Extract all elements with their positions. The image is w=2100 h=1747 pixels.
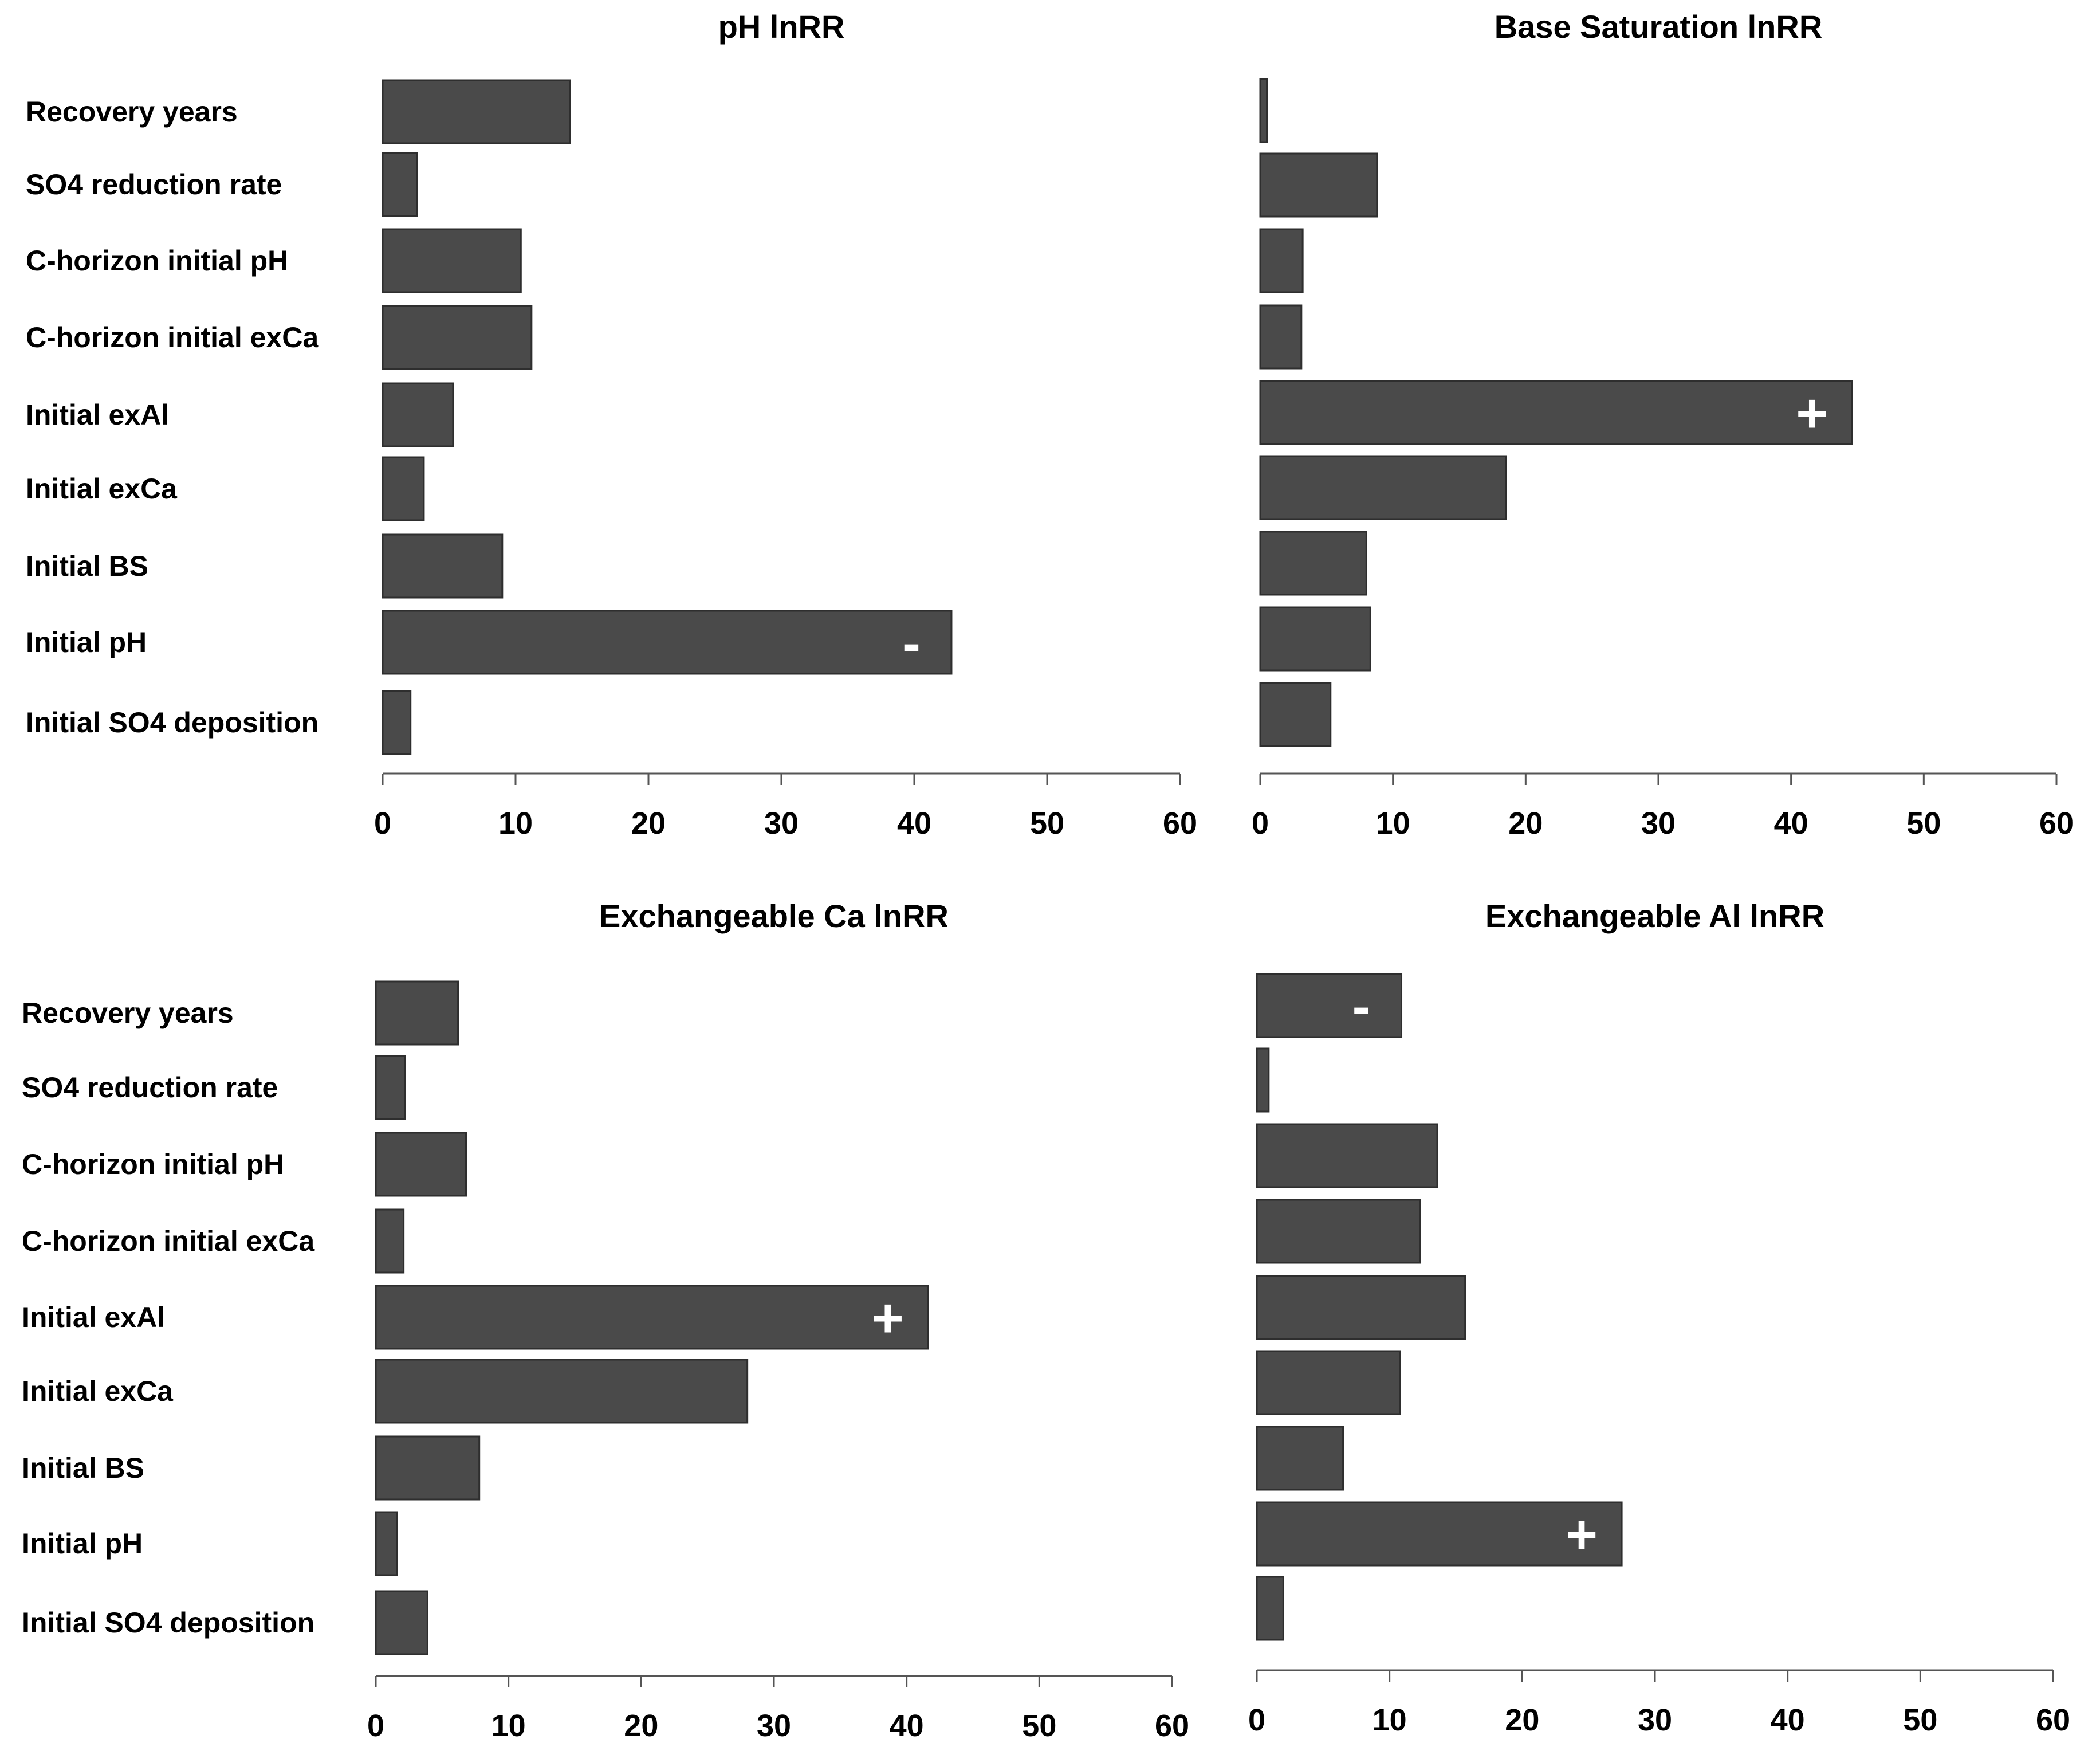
positive-effect-marker: + (1796, 383, 1828, 444)
category-label: C-horizon initial exCa (22, 1225, 315, 1257)
bar-7 (375, 1435, 481, 1501)
bar-1 (382, 79, 571, 144)
category-label: Recovery years (22, 997, 234, 1029)
x-tick-label: 10 (491, 1709, 526, 1743)
bar-9 (375, 1590, 428, 1655)
bar-3 (375, 1132, 467, 1197)
category-label: C-horizon initial exCa (26, 321, 319, 354)
bar-6 (1256, 1350, 1401, 1415)
x-tick-label: 30 (757, 1709, 791, 1743)
category-label: C-horizon initial pH (26, 245, 288, 277)
x-tick-label: 20 (1508, 806, 1543, 841)
category-label: Initial BS (22, 1452, 144, 1484)
bar-1 (1256, 973, 1403, 1038)
chart-title: Exchangeable Ca lnRR (599, 898, 949, 934)
category-label: Initial SO4 deposition (22, 1607, 314, 1639)
bar-3 (1256, 1123, 1438, 1188)
bar-3 (382, 228, 522, 293)
bar-8 (375, 1511, 398, 1576)
category-label: Initial exAl (26, 399, 169, 431)
category-label: Initial pH (26, 626, 147, 658)
x-tick-label: 60 (2039, 806, 2074, 841)
bar-2 (382, 152, 418, 217)
x-tick-label: 40 (1771, 1703, 1805, 1737)
x-tick-label: 20 (631, 806, 666, 841)
bar-9 (1259, 682, 1332, 747)
category-label: Initial exCa (22, 1375, 174, 1407)
x-tick-label: 30 (764, 806, 799, 841)
bar-8 (1256, 1501, 1623, 1567)
x-tick-label: 0 (374, 806, 391, 841)
bar-7 (1259, 531, 1367, 596)
category-label: Recovery years (26, 96, 238, 128)
x-tick-label: 40 (1774, 806, 1808, 841)
bar-4 (375, 1208, 405, 1274)
x-tick-label: 50 (1903, 1703, 1937, 1737)
bar-6 (375, 1359, 749, 1424)
x-tick-label: 0 (367, 1709, 384, 1743)
x-tick-label: 50 (1030, 806, 1064, 841)
x-tick-label: 40 (890, 1709, 924, 1743)
x-tick-label: 50 (1022, 1709, 1056, 1743)
x-tick-label: 0 (1252, 806, 1269, 841)
chart-title: Exchangeable Al lnRR (1485, 898, 1824, 934)
bar-6 (382, 456, 425, 521)
category-label: Initial BS (26, 550, 148, 582)
chart-title: Base Saturation lnRR (1495, 9, 1823, 45)
bar-3 (1259, 228, 1304, 293)
chart-title: pH lnRR (718, 9, 845, 45)
bar-9 (382, 690, 412, 755)
bar-9 (1256, 1576, 1284, 1641)
bar-4 (1259, 304, 1303, 370)
x-tick-label: 30 (1641, 806, 1676, 841)
bar-7 (1256, 1426, 1344, 1491)
x-tick-label: 20 (624, 1709, 658, 1743)
x-tick-label: 10 (1373, 1703, 1407, 1737)
bar-8 (1259, 606, 1371, 672)
bar-2 (1256, 1047, 1270, 1113)
x-tick-label: 40 (897, 806, 931, 841)
positive-effect-marker: + (1566, 1504, 1598, 1565)
bar-5 (382, 382, 454, 447)
category-label: Initial SO4 deposition (26, 706, 318, 739)
x-tick-label: 0 (1248, 1703, 1265, 1737)
negative-effect-marker: - (902, 613, 921, 674)
bar-2 (375, 1055, 406, 1120)
bar-6 (1259, 455, 1507, 520)
bar-5 (1259, 380, 1853, 445)
bar-4 (382, 305, 533, 370)
bar-8 (382, 610, 953, 675)
category-label: Initial exCa (26, 473, 178, 505)
x-tick-label: 50 (1906, 806, 1941, 841)
x-tick-label: 60 (1163, 806, 1197, 841)
x-tick-label: 10 (498, 806, 533, 841)
x-tick-label: 20 (1505, 1703, 1539, 1737)
bar-5 (375, 1285, 929, 1350)
category-label: Initial exAl (22, 1301, 165, 1333)
x-tick-label: 60 (1155, 1709, 1189, 1743)
x-tick-label: 60 (2036, 1703, 2070, 1737)
category-label: C-horizon initial pH (22, 1148, 284, 1180)
x-tick-label: 30 (1638, 1703, 1672, 1737)
negative-effect-marker: - (1352, 976, 1371, 1037)
bar-2 (1259, 152, 1378, 218)
bar-1 (1259, 78, 1268, 143)
category-label: SO4 reduction rate (22, 1071, 278, 1104)
x-tick-label: 10 (1376, 806, 1410, 841)
bar-4 (1256, 1199, 1421, 1264)
bar-1 (375, 980, 459, 1046)
positive-effect-marker: + (872, 1287, 904, 1349)
bar-7 (382, 533, 504, 599)
category-label: Initial pH (22, 1528, 143, 1560)
category-label: SO4 reduction rate (26, 168, 282, 201)
bar-5 (1256, 1275, 1466, 1340)
